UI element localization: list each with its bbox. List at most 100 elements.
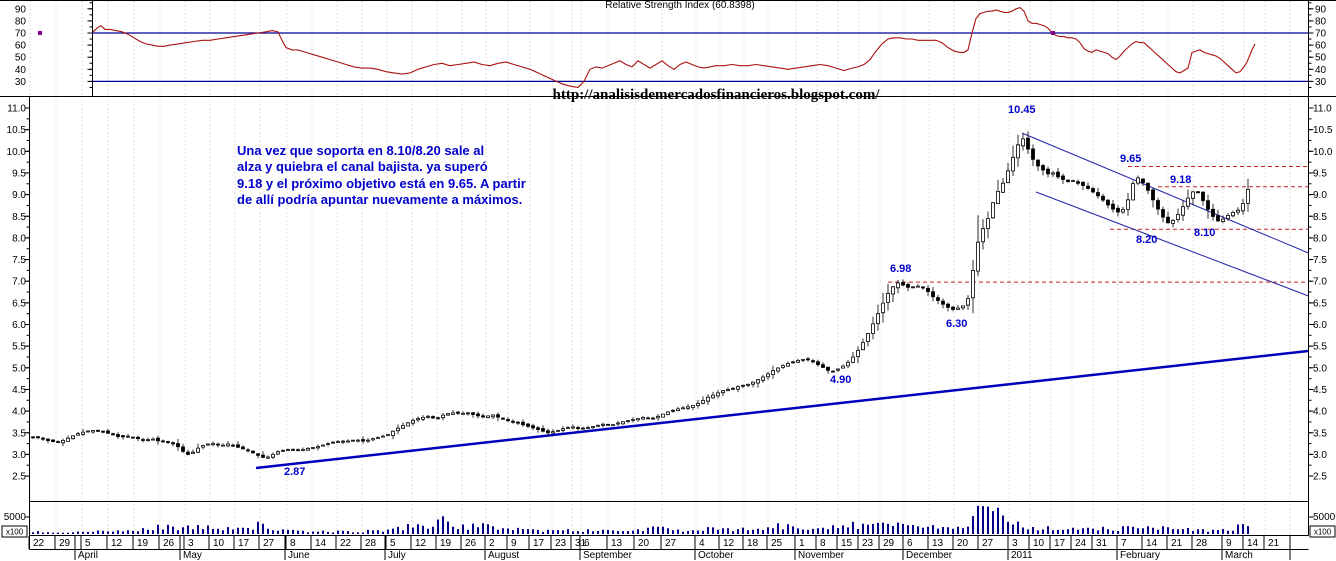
- svg-text:7.5: 7.5: [12, 255, 26, 266]
- volume-bar-series: [32, 505, 1249, 534]
- svg-text:12: 12: [723, 538, 735, 549]
- svg-text:2: 2: [489, 538, 495, 549]
- svg-text:12: 12: [415, 538, 427, 549]
- svg-text:60: 60: [1315, 41, 1327, 52]
- volume-unit-box-left: [1, 525, 28, 538]
- svg-text:5000: 5000: [4, 512, 27, 523]
- svg-text:28: 28: [365, 538, 377, 549]
- svg-text:6.5: 6.5: [1313, 298, 1327, 309]
- annotation-line-2: alza y quiebra el canal bajista. ya supe…: [237, 159, 488, 175]
- svg-text:5.5: 5.5: [12, 342, 26, 353]
- svg-text:x100: x100: [1314, 528, 1332, 537]
- svg-text:8.0: 8.0: [1313, 233, 1327, 244]
- svg-text:17: 17: [238, 538, 250, 549]
- resistance-levels: [888, 165, 1308, 283]
- svg-text:10.5: 10.5: [1313, 125, 1333, 136]
- svg-text:80: 80: [15, 16, 27, 27]
- rsi-line: [92, 6, 1256, 88]
- svg-text:4.5: 4.5: [1313, 385, 1327, 396]
- candle-wicks: [32, 131, 1249, 459]
- svg-text:6.5: 6.5: [12, 298, 26, 309]
- svg-text:8.0: 8.0: [12, 233, 26, 244]
- svg-text:80: 80: [1315, 16, 1327, 27]
- svg-text:10.5: 10.5: [7, 125, 27, 136]
- svg-text:20: 20: [638, 538, 650, 549]
- rsi-panel-title: Relative Strength Index (60.8398): [605, 0, 755, 11]
- svg-text:2.5: 2.5: [12, 472, 26, 483]
- month-label-June: June: [288, 550, 310, 561]
- svg-text:24: 24: [1075, 538, 1087, 549]
- svg-text:9.0: 9.0: [12, 190, 26, 201]
- svg-text:4.5: 4.5: [12, 385, 26, 396]
- month-label-September: September: [583, 550, 633, 561]
- svg-text:9.5: 9.5: [12, 168, 26, 179]
- svg-text:25: 25: [771, 538, 783, 549]
- rsi-signal-marker: [38, 31, 42, 35]
- svg-text:3.0: 3.0: [12, 450, 26, 461]
- svg-text:17: 17: [533, 538, 545, 549]
- svg-text:9.0: 9.0: [1313, 190, 1327, 201]
- svg-text:8.5: 8.5: [1313, 212, 1327, 223]
- svg-text:29: 29: [59, 538, 71, 549]
- svg-text:30: 30: [1315, 77, 1327, 88]
- swing-label-9.18: 9.18: [1170, 174, 1191, 186]
- svg-text:3: 3: [1012, 538, 1018, 549]
- svg-text:26: 26: [163, 538, 175, 549]
- svg-text:3: 3: [188, 538, 194, 549]
- swing-label-9.65: 9.65: [1120, 153, 1141, 165]
- svg-text:9: 9: [511, 538, 517, 549]
- svg-text:23: 23: [862, 538, 874, 549]
- svg-text:7.0: 7.0: [12, 277, 26, 288]
- svg-text:18: 18: [747, 538, 759, 549]
- svg-text:3.0: 3.0: [1313, 450, 1327, 461]
- swing-label-8.20: 8.20: [1136, 234, 1157, 246]
- annotation-text: Una vez que soporta en 8.10/8.20 sale al…: [237, 143, 526, 209]
- svg-text:6: 6: [907, 538, 913, 549]
- month-label-2011: 2011: [1011, 550, 1033, 561]
- svg-text:1: 1: [799, 538, 805, 549]
- svg-text:22: 22: [33, 538, 45, 549]
- svg-text:4.0: 4.0: [12, 407, 26, 418]
- support-trendline: [255, 349, 1309, 470]
- svg-text:11.0: 11.0: [1313, 104, 1332, 115]
- svg-text:6.0: 6.0: [12, 320, 26, 331]
- svg-text:9: 9: [1226, 538, 1232, 549]
- svg-text:31: 31: [575, 538, 587, 549]
- svg-text:9.5: 9.5: [1313, 168, 1327, 179]
- candles-down: [31, 137, 1220, 458]
- svg-text:90: 90: [1315, 4, 1327, 15]
- svg-text:60: 60: [15, 41, 27, 52]
- swing-label-8.10: 8.10: [1194, 227, 1215, 239]
- svg-text:50: 50: [1315, 53, 1327, 64]
- svg-text:19: 19: [137, 538, 149, 549]
- svg-text:10: 10: [213, 538, 225, 549]
- svg-text:29: 29: [883, 538, 895, 549]
- svg-text:10.0: 10.0: [7, 147, 27, 158]
- svg-text:5.5: 5.5: [1313, 342, 1327, 353]
- svg-text:6.0: 6.0: [1313, 320, 1327, 331]
- svg-text:5000: 5000: [1313, 512, 1336, 523]
- rsi-levels: [92, 32, 1309, 83]
- svg-text:19: 19: [440, 538, 452, 549]
- svg-text:90: 90: [15, 4, 27, 15]
- svg-text:3.5: 3.5: [12, 428, 26, 439]
- svg-text:7.5: 7.5: [1313, 255, 1327, 266]
- svg-text:27: 27: [982, 538, 994, 549]
- month-label-July: July: [388, 550, 406, 561]
- svg-text:10: 10: [1033, 538, 1045, 549]
- svg-text:20: 20: [957, 538, 969, 549]
- swing-label-6.98: 6.98: [890, 263, 911, 275]
- annotation-line-4: de allí podría apuntar nuevamente a máxi…: [237, 192, 523, 208]
- annotation-line-1: Una vez que soporta en 8.10/8.20 sale al: [237, 143, 485, 158]
- svg-text:14: 14: [315, 538, 327, 549]
- month-label-December: December: [906, 550, 953, 561]
- svg-text:13: 13: [932, 538, 944, 549]
- svg-text:11.0: 11.0: [7, 104, 26, 115]
- svg-text:3.5: 3.5: [1313, 428, 1327, 439]
- svg-text:8: 8: [820, 538, 826, 549]
- svg-text:15: 15: [841, 538, 853, 549]
- candlesticks: [31, 131, 1250, 459]
- volume-unit-box-right: [1309, 525, 1336, 538]
